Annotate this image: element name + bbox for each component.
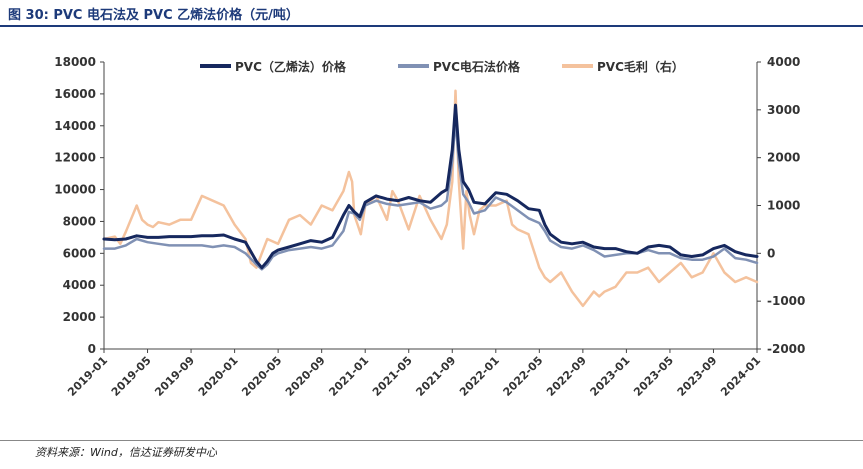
x-tick-label: 2021-05 <box>370 354 415 399</box>
source-note: 资料来源：Wind，信达证券研发中心 <box>35 446 217 459</box>
y-left-tick-label: 4000 <box>63 278 96 292</box>
y-right-tick-label: 1000 <box>767 199 800 213</box>
x-tick-label: 2019-05 <box>109 354 154 399</box>
y-left-tick-label: 12000 <box>54 151 96 165</box>
x-tick-label: 2021-09 <box>413 354 458 399</box>
y-right-tick-label: 3000 <box>767 103 800 117</box>
y-right-tick-label: -2000 <box>767 342 805 356</box>
footer-rule <box>0 440 863 441</box>
y-right-tick-label: 2000 <box>767 151 800 165</box>
legend-label: PVC电石法价格 <box>433 59 521 74</box>
legend-label: PVC毛利（右） <box>597 59 684 74</box>
y-right-tick-label: -1000 <box>767 294 805 308</box>
series-layer <box>102 89 759 308</box>
x-tick-label: 2019-09 <box>152 354 197 399</box>
axes: 0200040006000800010000120001400016000180… <box>54 55 805 399</box>
y-right-tick-label: 4000 <box>767 55 800 69</box>
chart-title: 图 30: PVC 电石法及 PVC 乙烯法价格（元/吨） <box>8 8 299 23</box>
y-left-tick-label: 18000 <box>54 55 96 69</box>
x-tick-label: 2020-01 <box>196 354 241 399</box>
y-left-tick-label: 14000 <box>54 119 96 133</box>
chart: 0200040006000800010000120001400016000180… <box>54 55 805 399</box>
y-left-tick-label: 6000 <box>63 246 96 260</box>
x-tick-label: 2022-01 <box>457 354 502 399</box>
legend: PVC（乙烯法）价格 PVC电石法价格 PVC毛利（右） <box>200 59 684 74</box>
plot-area <box>103 62 758 350</box>
x-tick-label: 2024-01 <box>718 354 763 399</box>
y-left-tick-label: 10000 <box>54 183 96 197</box>
y-left-tick-label: 16000 <box>54 87 96 101</box>
x-tick-label: 2020-05 <box>239 354 284 399</box>
series-line-ethylene <box>102 103 759 270</box>
y-right-tick-label: 0 <box>767 246 775 260</box>
title-rule <box>0 25 863 27</box>
x-tick-label: 2022-05 <box>501 354 546 399</box>
legend-label: PVC（乙烯法）价格 <box>235 59 347 74</box>
x-tick-label: 2022-09 <box>544 354 589 399</box>
x-tick-label: 2021-01 <box>326 354 371 399</box>
x-tick-label: 2023-01 <box>588 354 633 399</box>
y-left-tick-label: 0 <box>88 342 96 356</box>
y-left-tick-label: 2000 <box>63 310 96 324</box>
series-line-margin <box>102 89 759 308</box>
x-tick-label: 2023-09 <box>675 354 720 399</box>
x-tick-label: 2019-01 <box>65 354 110 399</box>
y-left-tick-label: 8000 <box>63 214 96 228</box>
x-tick-label: 2020-09 <box>283 354 328 399</box>
x-tick-label: 2023-05 <box>631 354 676 399</box>
